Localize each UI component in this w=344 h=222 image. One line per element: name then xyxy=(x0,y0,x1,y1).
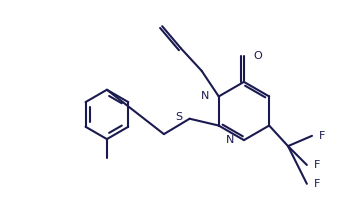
Text: S: S xyxy=(175,112,182,122)
Text: F: F xyxy=(314,179,320,189)
Text: F: F xyxy=(314,160,320,170)
Text: F: F xyxy=(319,131,325,141)
Text: N: N xyxy=(201,91,209,101)
Text: N: N xyxy=(226,135,234,145)
Text: O: O xyxy=(254,51,262,61)
